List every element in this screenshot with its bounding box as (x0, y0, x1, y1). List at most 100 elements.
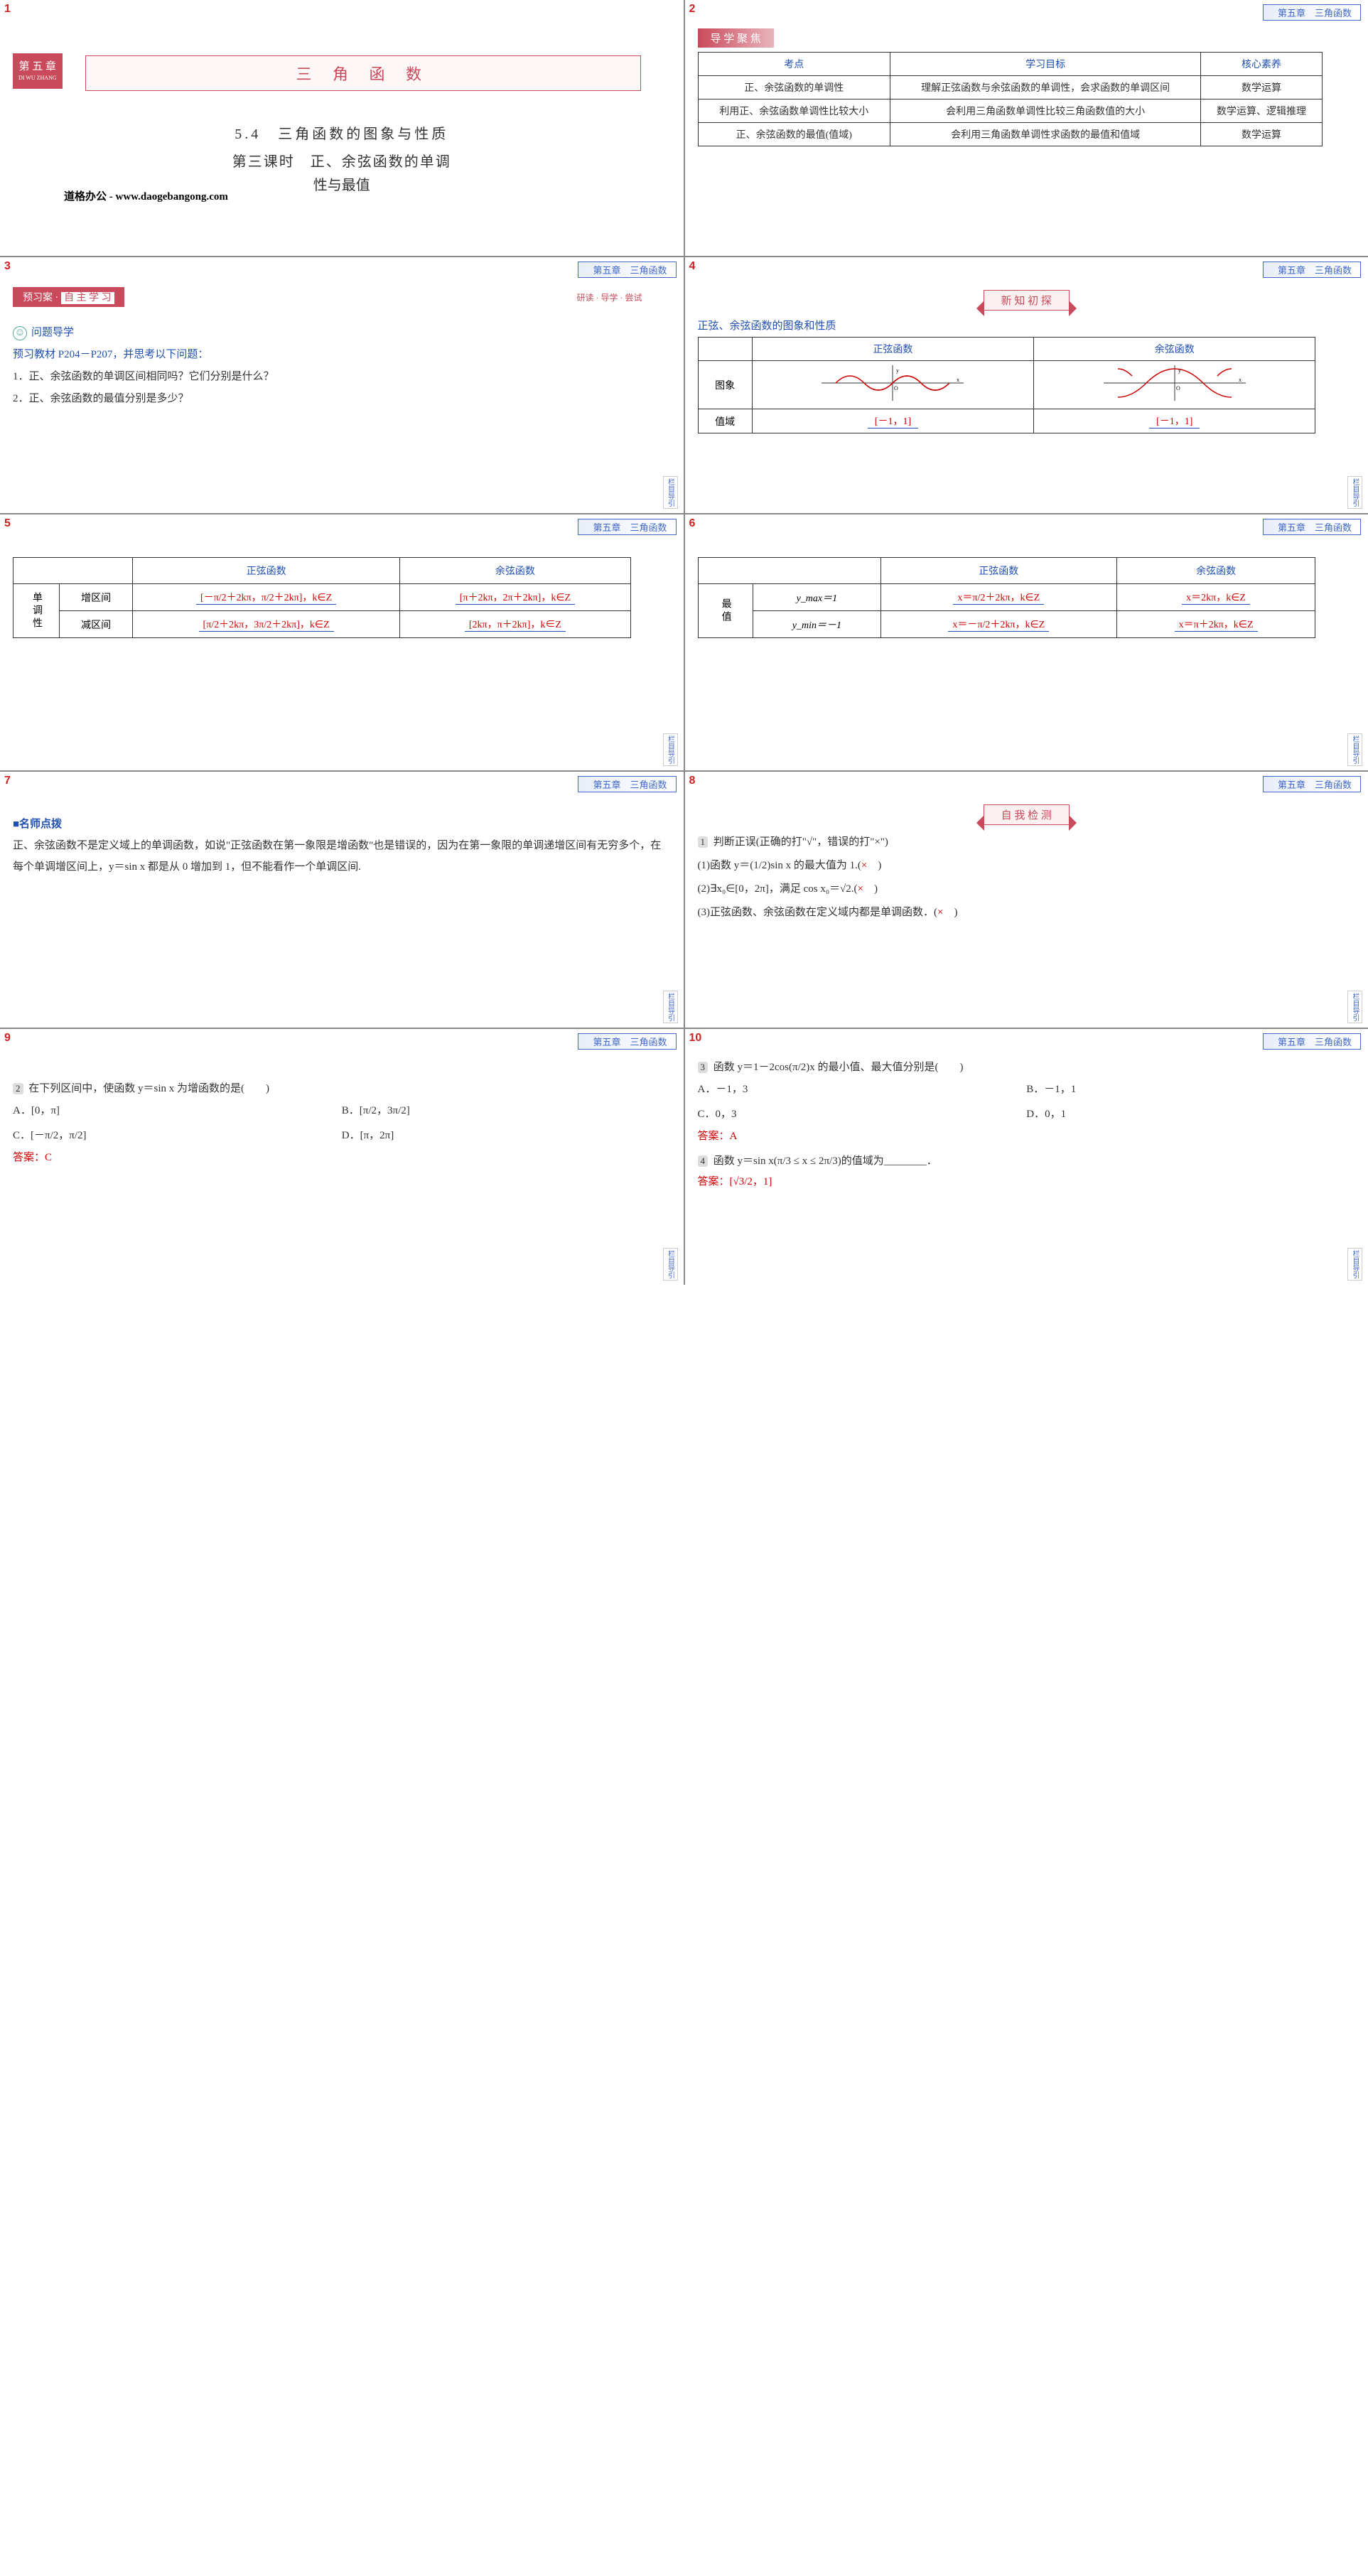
section-number: 5.4 三角函数的图象与性质 (13, 122, 671, 143)
corner-nav[interactable]: 栏目导引 (1347, 991, 1362, 1023)
question-1: 1．正、余弦函数的单调区间相同吗？它们分别是什么？ (13, 368, 671, 383)
page-number: 1 (4, 3, 11, 16)
formula: x＝2kπ，k∈Z (1182, 590, 1250, 605)
chapter-badge: 第五章 三角函数 (1263, 262, 1361, 278)
chapter-badge: 第五章 三角函数 (578, 776, 676, 792)
cos-inc: [π＋2kπ，2π＋2kπ]，k∈Z (399, 584, 630, 611)
formula: [2kπ，π＋2kπ]，k∈Z (465, 617, 566, 632)
monotone-label: 单调性 (14, 584, 60, 638)
item-text: (1)函数 y＝(1/2)sin x 的最大值为 1.( (698, 860, 861, 871)
corner-nav[interactable]: 栏目导引 (1347, 1248, 1362, 1281)
th-sin: 正弦函数 (880, 558, 1116, 584)
q-text: 在下列区间中，使函数 y＝sin x 为增函数的是( ) (28, 1083, 269, 1094)
formula: [π＋2kπ，2π＋2kπ]，k∈Z (456, 590, 575, 605)
formula: x＝－π/2＋2kπ，k∈Z (948, 617, 1049, 632)
cell: 利用正、余弦函数单调性比较大小 (698, 99, 890, 123)
corner-nav[interactable]: 栏目导引 (663, 476, 678, 509)
chapter-tab: 第 五 章 DI WU ZHANG (13, 53, 63, 89)
answer-4: 答案：[√3/2，1] (698, 1173, 1356, 1188)
svg-text:O: O (1176, 385, 1180, 392)
cos-range: [－1，1] (1034, 409, 1315, 433)
subtitle: 正弦、余弦函数的图象和性质 (698, 318, 1356, 333)
cell: 正、余弦函数的最值(值域) (698, 123, 890, 146)
th-cos: 余弦函数 (1116, 558, 1315, 584)
q1-item2: (2)∃x₀∈[0，2π]，满足 cos x₀＝√2.(× ) (698, 880, 1356, 895)
row-graph-label: 图象 (698, 361, 752, 409)
corner-nav[interactable]: 栏目导引 (1347, 476, 1362, 509)
cell: 数学运算 (1201, 123, 1322, 146)
row-range-label: 值域 (698, 409, 752, 433)
section-header: 导 学 聚 焦 (698, 28, 774, 48)
q-number: 3 (698, 1062, 709, 1073)
page-number: 8 (689, 775, 696, 787)
item-text: (3)正弦函数、余弦函数在定义域内都是单调函数．( (698, 907, 938, 918)
banner-text: 自 我 检 测 (984, 804, 1070, 825)
item-text: ) (943, 907, 957, 918)
slide-6: 6 第五章 三角函数 正弦函数 余弦函数 最值 y_max＝1 x＝π/2＋2k… (685, 514, 1368, 770)
corner-nav[interactable]: 栏目导引 (663, 733, 678, 766)
cosine-graph-cell: y x O (1034, 361, 1315, 409)
lesson-title-1: 第三课时 正、余弦函数的单调 (13, 150, 671, 171)
chapter-tab-main: 第 五 章 (19, 61, 57, 72)
q1-item1: (1)函数 y＝(1/2)sin x 的最大值为 1.(× ) (698, 857, 1356, 872)
corner-nav[interactable]: 栏目导引 (663, 991, 678, 1023)
slide-2: 2 第五章 三角函数 导 学 聚 焦 考点 学习目标 核心素养 正、余弦函数的单… (685, 0, 1368, 256)
cos-min: x＝π＋2kπ，k∈Z (1116, 611, 1315, 638)
self-check-banner: 自 我 检 测 (698, 804, 1356, 825)
learning-goals-table: 考点 学习目标 核心素养 正、余弦函数的单调性 理解正弦函数与余弦函数的单调性，… (698, 52, 1323, 146)
answer-mark: × (858, 883, 863, 895)
dec-label: 减区间 (59, 611, 132, 638)
range-value: [－1，1] (868, 414, 918, 429)
new-knowledge-banner: 新 知 初 探 (698, 290, 1356, 311)
formula: [－π/2＋2kπ，π/2＋2kπ]，k∈Z (196, 590, 336, 605)
chapter-badge: 第五章 三角函数 (578, 519, 676, 535)
svg-text:x: x (957, 377, 959, 383)
slide-10: 10 第五章 三角函数 3 函数 y＝1－2cos(π/2)x 的最小值、最大值… (685, 1029, 1368, 1285)
tab-sub: 自 主 学 习 (61, 292, 114, 304)
svg-text:y: y (1178, 367, 1181, 374)
range-value: [－1，1] (1149, 414, 1200, 429)
opt-c: C．[－π/2，π/2] (13, 1127, 342, 1142)
formula: y_min＝－1 (792, 620, 841, 631)
opt-c: C．0，3 (698, 1106, 1027, 1121)
formula: y_max＝1 (797, 593, 838, 604)
cos-max: x＝2kπ，k∈Z (1116, 584, 1315, 611)
page-number: 3 (4, 260, 11, 273)
corner-nav[interactable]: 栏目导引 (663, 1248, 678, 1281)
item-text: ) (867, 860, 881, 871)
slide-9: 9 第五章 三角函数 2 在下列区间中，使函数 y＝sin x 为增函数的是( … (0, 1029, 684, 1285)
th-topic: 考点 (698, 53, 890, 76)
q2: 2 在下列区间中，使函数 y＝sin x 为增函数的是( ) (13, 1080, 671, 1095)
extrema-label: 最值 (698, 584, 753, 638)
page-number: 9 (4, 1032, 11, 1045)
opt-d: D．0，1 (1026, 1106, 1355, 1121)
page-number: 10 (689, 1032, 702, 1045)
question-guide-title: 问题导学 (13, 324, 671, 340)
teacher-tip-body: 正、余弦函数不是定义域上的单调函数，如说"正弦函数在第一象限是增函数"也是错误的… (13, 835, 671, 878)
sin-min: x＝－π/2＋2kπ，k∈Z (880, 611, 1116, 638)
chapter-title: 三 角 函 数 (85, 55, 641, 91)
slide-4: 4 第五章 三角函数 新 知 初 探 正弦、余弦函数的图象和性质 正弦函数 余弦… (685, 257, 1368, 513)
page-number: 2 (689, 3, 696, 16)
opt-d: D．[π，2π] (342, 1127, 671, 1142)
slide-7: 7 第五章 三角函数 ■名师点拨 正、余弦函数不是定义域上的单调函数，如说"正弦… (0, 772, 684, 1028)
cos-dec: [2kπ，π＋2kπ]，k∈Z (399, 611, 630, 638)
q1: 1 判断正误(正确的打"√"，错误的打"×") (698, 834, 1356, 848)
corner-nav[interactable]: 栏目导引 (1347, 733, 1362, 766)
slide-5: 5 第五章 三角函数 正弦函数 余弦函数 单调性 增区间 [－π/2＋2kπ，π… (0, 514, 684, 770)
q1-item3: (3)正弦函数、余弦函数在定义域内都是单调函数．(× ) (698, 904, 1356, 919)
th-goal: 学习目标 (890, 53, 1200, 76)
formula: x＝π/2＋2kπ，k∈Z (953, 590, 1044, 605)
cell: 理解正弦函数与余弦函数的单调性，会求函数的单调区间 (890, 76, 1200, 99)
sin-dec: [π/2＋2kπ，3π/2＋2kπ]，k∈Z (133, 611, 400, 638)
sin-range: [－1，1] (752, 409, 1033, 433)
th-cos: 余弦函数 (399, 558, 630, 584)
page-number: 4 (689, 260, 696, 273)
slide-1: 1 第 五 章 DI WU ZHANG 三 角 函 数 5.4 三角函数的图象与… (0, 0, 684, 256)
q-number: 2 (13, 1083, 23, 1094)
chapter-badge: 第五章 三角函数 (1263, 4, 1361, 21)
extrema-table: 正弦函数 余弦函数 最值 y_max＝1 x＝π/2＋2kπ，k∈Z x＝2kπ… (698, 557, 1316, 638)
svg-text:O: O (894, 385, 898, 392)
opt-a: A．－1，3 (698, 1081, 1027, 1096)
slide-3: 3 第五章 三角函数 预习案 ·自 主 学 习 研读 · 导学 · 尝试 问题导… (0, 257, 684, 513)
